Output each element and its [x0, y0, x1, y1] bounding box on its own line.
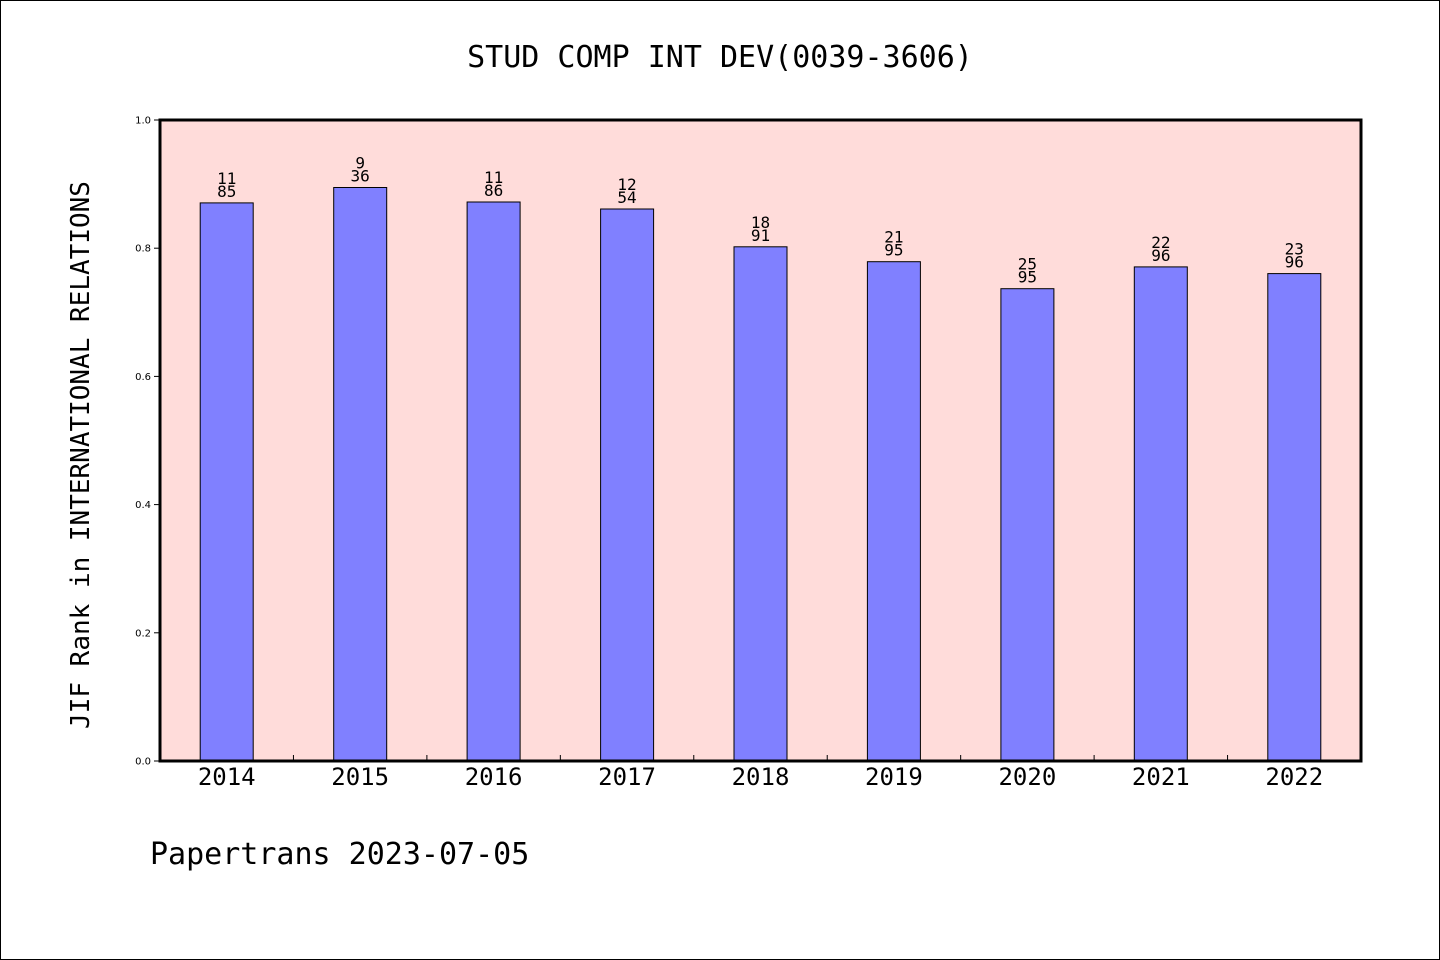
plot-border: [158, 118, 1363, 763]
y-tick-label: 0.8: [135, 244, 151, 255]
x-tick-label-2014: 2014: [198, 763, 256, 791]
x-tick-label-2019: 2019: [865, 763, 923, 791]
x-tick-label-2016: 2016: [465, 763, 523, 791]
data-label-rank-2015: 9: [355, 154, 365, 173]
bar-2017: [600, 208, 655, 762]
data-label-total-2020: 95: [1018, 268, 1037, 287]
x-tick-label-2020: 2020: [998, 763, 1056, 791]
y-tick-label: 0.6: [135, 372, 151, 383]
x-tick-label-2021: 2021: [1132, 763, 1190, 791]
bar-2020: [1000, 288, 1055, 762]
y-tick-label: 0.2: [135, 628, 151, 639]
y-tick-label: 1.0: [135, 116, 151, 127]
bar-2015: [333, 187, 388, 762]
data-label-rank-2017: 12: [617, 175, 636, 194]
y-axis-label: JIF Rank in INTERNATIONAL RELATIONS: [66, 181, 96, 729]
footer-credit: Papertrans 2023-07-05: [150, 837, 529, 872]
bar-2022: [1267, 273, 1322, 762]
data-label-total-2021: 96: [1151, 246, 1170, 265]
x-tick-label-2017: 2017: [598, 763, 656, 791]
bar-2021: [1133, 266, 1188, 762]
data-label-total-2018: 91: [751, 226, 770, 245]
bars-layer: [199, 187, 1322, 762]
data-label-total-2015: 36: [351, 167, 370, 186]
x-tick-label-2022: 2022: [1265, 763, 1323, 791]
data-label-rank-2021: 22: [1151, 233, 1170, 252]
bar-2018: [733, 246, 788, 762]
x-axis-ticks: 2014 2015 2016 2017 2018 2019 2020 2021 2022: [198, 755, 1323, 791]
data-label-rank-2019: 21: [884, 228, 903, 247]
data-label-rank-2020: 25: [1018, 255, 1037, 274]
data-label-total-2022: 96: [1285, 253, 1304, 272]
x-tick-label-2018: 2018: [732, 763, 790, 791]
bar-2016: [466, 201, 521, 762]
data-label-total-2014: 85: [217, 182, 236, 201]
data-label-rank-2022: 23: [1285, 240, 1304, 259]
data-label-rank-2014: 11: [217, 169, 236, 188]
bar-2014: [199, 202, 254, 762]
data-label-rank-2016: 11: [484, 168, 503, 187]
chart-title: STUD COMP INT DEV(0039-3606): [467, 40, 973, 75]
y-tick-label: 0.4: [135, 500, 151, 511]
data-label-total-2016: 86: [484, 181, 503, 200]
data-label-total-2019: 95: [884, 241, 903, 260]
y-tick-label: 0.0: [135, 757, 151, 768]
data-label-rank-2018: 18: [751, 213, 770, 232]
y-axis-ticks: 0.0 0.2 0.4 0.6 0.8 1.0: [135, 116, 160, 768]
x-tick-label-2015: 2015: [331, 763, 389, 791]
data-label-total-2017: 54: [617, 188, 636, 207]
bar-2019: [866, 261, 921, 762]
